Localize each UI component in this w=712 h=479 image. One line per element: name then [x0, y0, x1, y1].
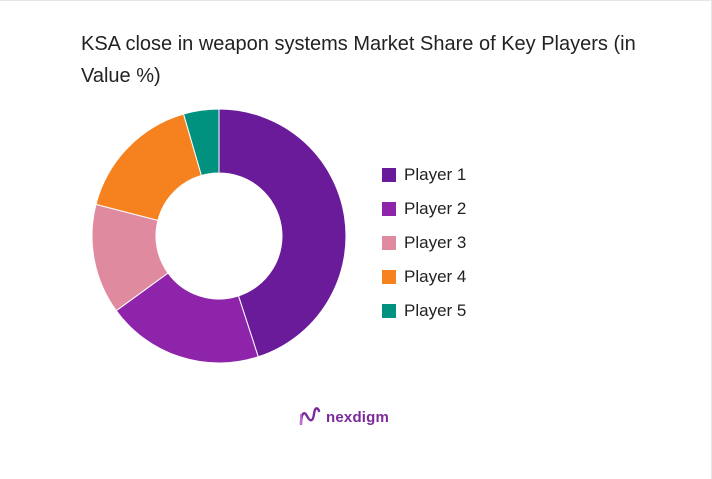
- donut-slice-player-2: [115, 272, 259, 364]
- legend-item-player-1: Player 1: [382, 158, 466, 192]
- donut-slice-player-4: [95, 113, 203, 221]
- legend-label: Player 3: [404, 233, 467, 252]
- legend-label: Player 4: [404, 267, 467, 286]
- legend-item-player-2: Player 2: [382, 192, 466, 226]
- donut-slice-player-5: [182, 108, 220, 177]
- legend-swatch: [382, 270, 396, 284]
- donut-slice-player-1: [218, 108, 347, 358]
- brand: nexdigm: [298, 406, 389, 428]
- legend: Player 1 Player 2 Player 3 Player 4 Play…: [382, 158, 466, 328]
- chart-title: KSA close in weapon systems Market Share…: [81, 33, 636, 87]
- brand-name: nexdigm: [326, 408, 390, 426]
- legend-label: Player 2: [404, 199, 467, 218]
- legend-item-player-4: Player 4: [382, 260, 466, 294]
- nexdigm-logo-icon: [299, 407, 321, 426]
- legend-item-player-5: Player 5: [382, 294, 466, 328]
- legend-swatch: [382, 168, 396, 182]
- legend-swatch: [382, 304, 396, 318]
- legend-swatch: [382, 236, 396, 250]
- legend-label: Player 5: [404, 301, 467, 320]
- legend-item-player-3: Player 3: [382, 226, 466, 260]
- legend-label: Player 1: [404, 165, 467, 184]
- legend-swatch: [382, 202, 396, 216]
